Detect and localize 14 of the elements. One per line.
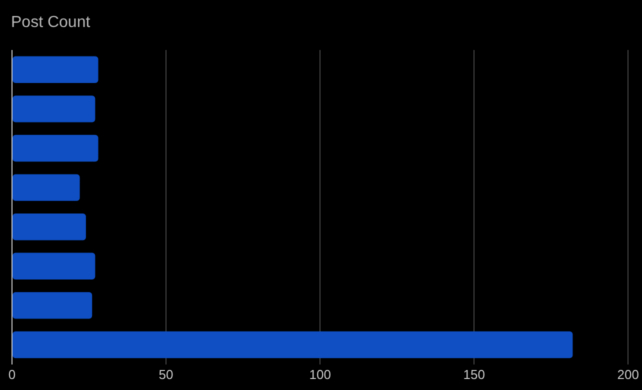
bar <box>12 174 80 201</box>
bar <box>12 252 96 280</box>
x-tick-label: 0 <box>8 366 16 382</box>
bar <box>12 292 92 319</box>
x-tick-label: 100 <box>309 366 331 382</box>
chart-title: Post Count <box>11 14 90 32</box>
x-tick-label: 50 <box>158 366 174 382</box>
bar <box>12 96 96 122</box>
bar <box>12 331 573 358</box>
bar <box>12 56 98 84</box>
bar <box>12 213 86 240</box>
bar <box>12 134 98 162</box>
x-tick-label: 200 <box>617 366 640 382</box>
x-tick-label: 150 <box>463 366 485 382</box>
